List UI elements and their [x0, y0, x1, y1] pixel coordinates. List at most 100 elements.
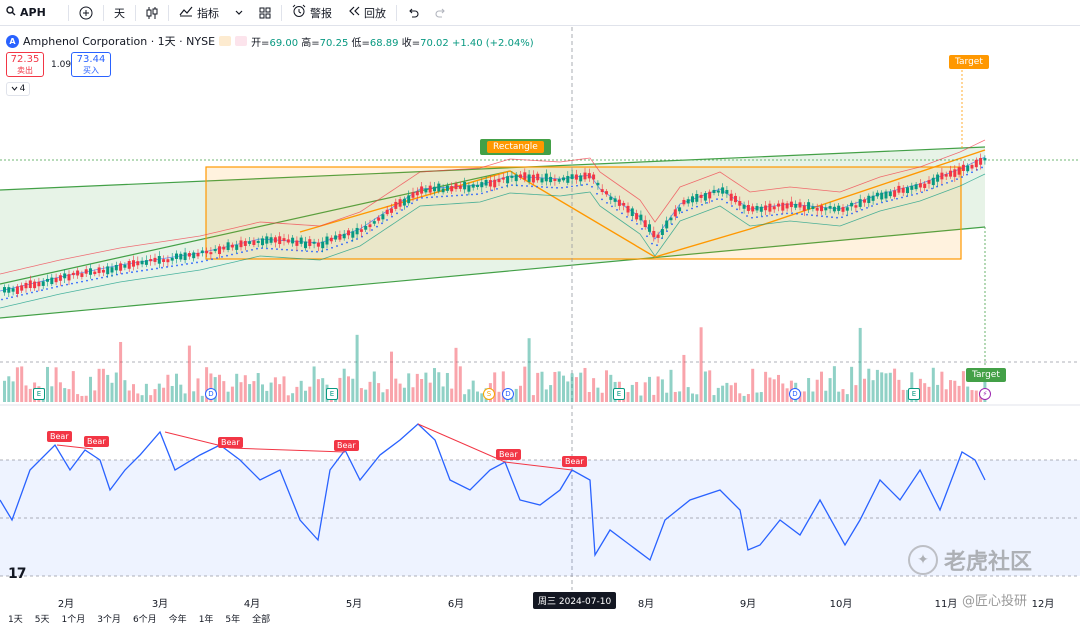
range-1d[interactable]: 1天 — [8, 615, 23, 625]
volume-bar — [845, 394, 849, 402]
collapse-indicators-button[interactable]: 4 — [6, 82, 30, 96]
time-tick: 11月 — [934, 599, 958, 610]
candle-body — [488, 180, 492, 187]
sar-dot — [486, 191, 488, 193]
low-value: 68.89 — [369, 37, 399, 49]
sar-dot — [461, 194, 463, 197]
alert-button[interactable]: 警报 — [284, 0, 340, 26]
indicators-button[interactable]: 指标 — [171, 0, 227, 26]
split-marker[interactable]: S — [483, 388, 495, 400]
volume-bar — [243, 375, 247, 402]
candle-body — [364, 226, 368, 230]
volume-bar — [265, 390, 269, 402]
indicators-dropdown[interactable] — [227, 0, 251, 26]
symbol-search[interactable]: APH — [0, 0, 66, 26]
sell-button[interactable]: 72.35 卖出 — [6, 52, 44, 77]
sar-dot — [471, 193, 473, 196]
candle-body — [372, 221, 376, 224]
replay-button[interactable]: 回放 — [340, 0, 394, 26]
legend-title[interactable]: Amphenol Corporation · 1天 · NYSE — [23, 35, 216, 48]
sar-dot — [541, 186, 543, 188]
range-5d[interactable]: 5天 — [34, 615, 50, 625]
range-1y[interactable]: 1年 — [198, 615, 214, 625]
sar-dot — [221, 255, 223, 258]
indicators-icon — [179, 5, 193, 20]
sar-dot — [806, 213, 808, 216]
undo-button[interactable] — [399, 0, 427, 26]
sar-dot — [421, 196, 423, 199]
candle-body — [46, 278, 49, 282]
range-1m[interactable]: 1个月 — [61, 615, 86, 625]
range-ytd[interactable]: 今年 — [168, 615, 187, 625]
range-6m[interactable]: 6个月 — [132, 615, 157, 625]
time-axis[interactable]: 2月 3月 4月 5月 6月 8月 9月 10月 11月 12月 周三 2024… — [0, 590, 1080, 610]
flash-news-marker[interactable]: ⚡ — [979, 388, 991, 400]
volume-bar — [841, 389, 845, 402]
candle-body — [476, 184, 479, 187]
range-3m[interactable]: 3个月 — [97, 615, 121, 625]
earnings-marker[interactable]: E — [33, 388, 45, 400]
earnings-marker[interactable]: E — [613, 388, 625, 400]
volume-bar — [828, 378, 832, 402]
chart-canvas[interactable] — [0, 27, 1080, 590]
sar-dot — [966, 173, 968, 176]
candle-body — [686, 199, 690, 204]
range-all[interactable]: 全部 — [252, 615, 271, 625]
replay-label: 回放 — [364, 6, 386, 20]
tradingview-logo[interactable]: 17 — [8, 566, 27, 582]
candle-body — [596, 182, 600, 186]
volume-bar — [553, 371, 557, 402]
candle-body — [192, 252, 196, 259]
volume-bar — [820, 371, 823, 402]
layout-button[interactable] — [251, 0, 279, 26]
candle-body — [682, 199, 686, 205]
sar-dot — [331, 246, 333, 249]
rectangle-label-frame[interactable]: Rectangle — [480, 139, 551, 155]
buy-label: 买入 — [83, 66, 99, 75]
dividend-marker[interactable]: D — [205, 388, 217, 400]
dividend-marker[interactable]: D — [502, 388, 514, 400]
candle-body — [28, 280, 32, 289]
candle-body — [424, 188, 428, 193]
target-label-bottom[interactable]: Target — [966, 368, 1006, 382]
sar-dot — [961, 176, 963, 178]
interval-button[interactable]: 天 — [114, 6, 125, 20]
chart-type-button[interactable] — [138, 0, 166, 26]
candle-body — [914, 184, 918, 190]
sar-dot — [736, 208, 738, 211]
candle-body — [114, 264, 118, 271]
dividend-marker[interactable]: D — [789, 388, 801, 400]
sar-dot — [971, 171, 973, 174]
candle-body — [101, 269, 105, 273]
candle-body — [132, 260, 135, 267]
volume-bar — [316, 379, 320, 402]
volume-bar — [46, 366, 49, 402]
earnings-marker[interactable]: E — [326, 388, 338, 400]
candle-body — [523, 172, 527, 180]
volume-bar — [673, 391, 677, 402]
range-5y[interactable]: 5年 — [225, 615, 241, 625]
target-label-top[interactable]: Target — [949, 55, 989, 69]
earnings-marker[interactable]: E — [908, 388, 920, 400]
compare-button[interactable] — [71, 0, 101, 26]
volume-bar — [63, 388, 67, 402]
sar-dot — [706, 201, 708, 204]
candle-body — [648, 224, 651, 232]
sar-dot — [311, 250, 313, 253]
time-tick: 12月 — [1031, 599, 1055, 610]
volume-bar — [170, 385, 174, 402]
sar-dot — [446, 195, 448, 198]
buy-button[interactable]: 73.44 买入 — [71, 52, 111, 77]
candle-body — [863, 199, 866, 203]
rsi-line — [0, 423, 986, 562]
candle-body — [76, 270, 80, 276]
volume-bar — [777, 374, 780, 402]
sar-dot — [551, 186, 553, 189]
sar-dot — [631, 219, 633, 222]
candle-body — [854, 205, 858, 208]
candle-body — [794, 203, 798, 208]
redo-button[interactable] — [427, 0, 455, 26]
sar-dot — [536, 185, 538, 188]
candle-body — [570, 174, 574, 180]
candle-body — [802, 205, 806, 211]
